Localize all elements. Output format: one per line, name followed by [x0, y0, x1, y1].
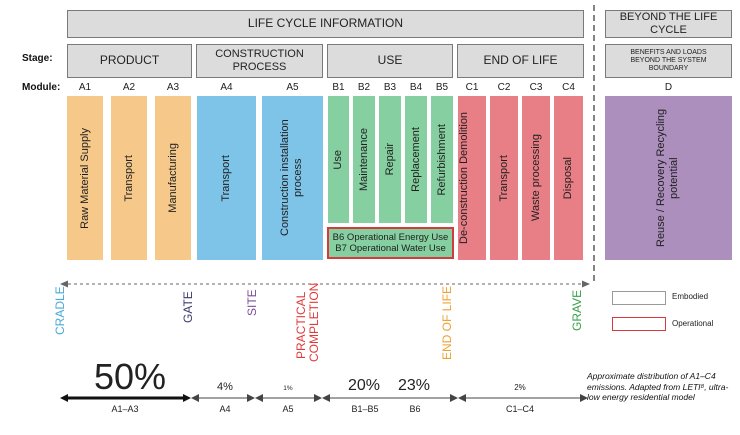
- module-a1-label: Raw Material Supply: [78, 127, 91, 229]
- module-code-b3: B3: [383, 82, 397, 93]
- milestone-cradle: CRADLE: [53, 286, 67, 335]
- pct-a1-a3: 50%: [93, 356, 167, 397]
- module-b2-label: Maintenance: [357, 128, 370, 191]
- module-b5-refurbishment: Refurbishment: [431, 96, 453, 223]
- module-c3-label: Waste processing: [529, 134, 542, 222]
- module-a3-manufacturing: Manufacturing: [155, 96, 191, 260]
- range-label-a1-a3: A1–A3: [111, 404, 139, 414]
- module-a5-construction-installation: Construction installation process: [262, 96, 323, 260]
- range-label-c1-c4: C1–C4: [505, 404, 534, 414]
- module-c1-label: De-construction Demolition: [458, 111, 470, 245]
- module-b4-replacement: Replacement: [405, 96, 427, 223]
- module-c2-transport: Transport: [490, 96, 518, 260]
- module-code-a5: A5: [286, 82, 299, 93]
- module-a2-label: Transport: [122, 154, 135, 202]
- milestone-end-of-life: END OF LIFE: [440, 285, 454, 360]
- operational-use-box: B6 Operational Energy Use B7 Operational…: [327, 227, 454, 259]
- module-code-b2: B2: [357, 82, 371, 93]
- range-label-a4: A4: [219, 404, 231, 414]
- b7-operational-water-label: B7 Operational Water Use: [335, 243, 446, 254]
- pct-a4: 4%: [217, 381, 233, 393]
- module-c1-deconstruction: De-construction Demolition: [458, 96, 486, 260]
- module-code-a2: A2: [122, 82, 136, 93]
- stage-construction-process: CONSTRUCTION PROCESS: [196, 44, 323, 78]
- module-code-c2: C2: [497, 82, 511, 93]
- legend-operational-swatch: [612, 317, 666, 331]
- module-b5-label: Refurbishment: [435, 123, 448, 196]
- module-b1-use: Use: [328, 96, 349, 223]
- module-d-reuse-recovery: Reuse / Recovery Recycling potential: [605, 96, 732, 260]
- module-code-b1: B1: [332, 82, 345, 93]
- legend-operational-label: Operational: [672, 319, 714, 328]
- life-cycle-information-header: LIFE CYCLE INFORMATION: [67, 10, 584, 38]
- module-c4-label: Disposal: [562, 156, 574, 200]
- module-b4-label: Replacement: [409, 127, 422, 192]
- module-a5-label: Construction installation process: [278, 119, 304, 237]
- module-a4-label: Transport: [220, 154, 232, 202]
- module-a2-transport: Transport: [111, 96, 147, 260]
- legend-embodied-label: Embodied: [672, 292, 709, 301]
- pct-c1-c4: 2%: [514, 383, 526, 392]
- module-c4-disposal: Disposal: [554, 96, 583, 260]
- module-code-a1: A1: [78, 82, 92, 93]
- pct-b6: 23%: [397, 377, 431, 394]
- life-cycle-boundary-dashed-line: [593, 5, 595, 283]
- milestone-site: SITE: [245, 289, 259, 317]
- milestone-gate: GATE: [181, 291, 195, 323]
- module-row-label: Module:: [22, 82, 61, 93]
- timeline-dashed-arrow: [60, 280, 590, 288]
- module-d-label: Reuse / Recovery Recycling potential: [654, 108, 680, 248]
- module-b3-repair: Repair: [379, 96, 401, 223]
- distribution-bar: [60, 394, 588, 402]
- pct-b1-b5: 20%: [347, 377, 381, 394]
- milestone-practical-completion: PRACTICAL COMPLETION: [294, 282, 321, 362]
- stage-beyond-system-boundary: BENEFITS AND LOADS BEYOND THE SYSTEM BOU…: [605, 44, 732, 78]
- module-code-c3: C3: [529, 82, 543, 93]
- module-code-c1: C1: [465, 82, 479, 93]
- module-code-a4: A4: [220, 82, 233, 93]
- module-code-b5: B5: [435, 82, 449, 93]
- pct-a5: 1%: [283, 385, 293, 392]
- module-code-c4: C4: [562, 82, 575, 93]
- legend-embodied-swatch: [612, 291, 666, 305]
- stage-product: PRODUCT: [67, 44, 192, 78]
- module-a1-raw-material-supply: Raw Material Supply: [67, 96, 103, 260]
- beyond-life-cycle-header: BEYOND THE LIFE CYCLE: [605, 10, 732, 38]
- module-a4-transport: Transport: [197, 96, 256, 260]
- distribution-note: Approximate distribution of A1–C4 emissi…: [587, 371, 729, 402]
- range-label-b6: B6: [409, 404, 421, 414]
- module-code-b4: B4: [409, 82, 423, 93]
- module-code-a3: A3: [166, 82, 180, 93]
- b6-operational-energy-label: B6 Operational Energy Use: [332, 232, 449, 243]
- module-code-d: D: [664, 82, 673, 93]
- milestone-grave: GRAVE: [570, 289, 584, 331]
- module-b2-maintenance: Maintenance: [353, 96, 375, 223]
- module-c2-label: Transport: [497, 154, 510, 202]
- stage-row-label: Stage:: [22, 53, 53, 64]
- stage-end-of-life: END OF LIFE: [457, 44, 584, 78]
- module-b1-label: Use: [332, 149, 344, 170]
- module-c3-waste-processing: Waste processing: [522, 96, 550, 260]
- range-label-b1-b5: B1–B5: [351, 404, 379, 414]
- range-label-a5: A5: [282, 404, 294, 414]
- stage-use: USE: [327, 44, 453, 78]
- module-b3-label: Repair: [383, 143, 396, 176]
- module-a3-label: Manufacturing: [166, 143, 179, 213]
